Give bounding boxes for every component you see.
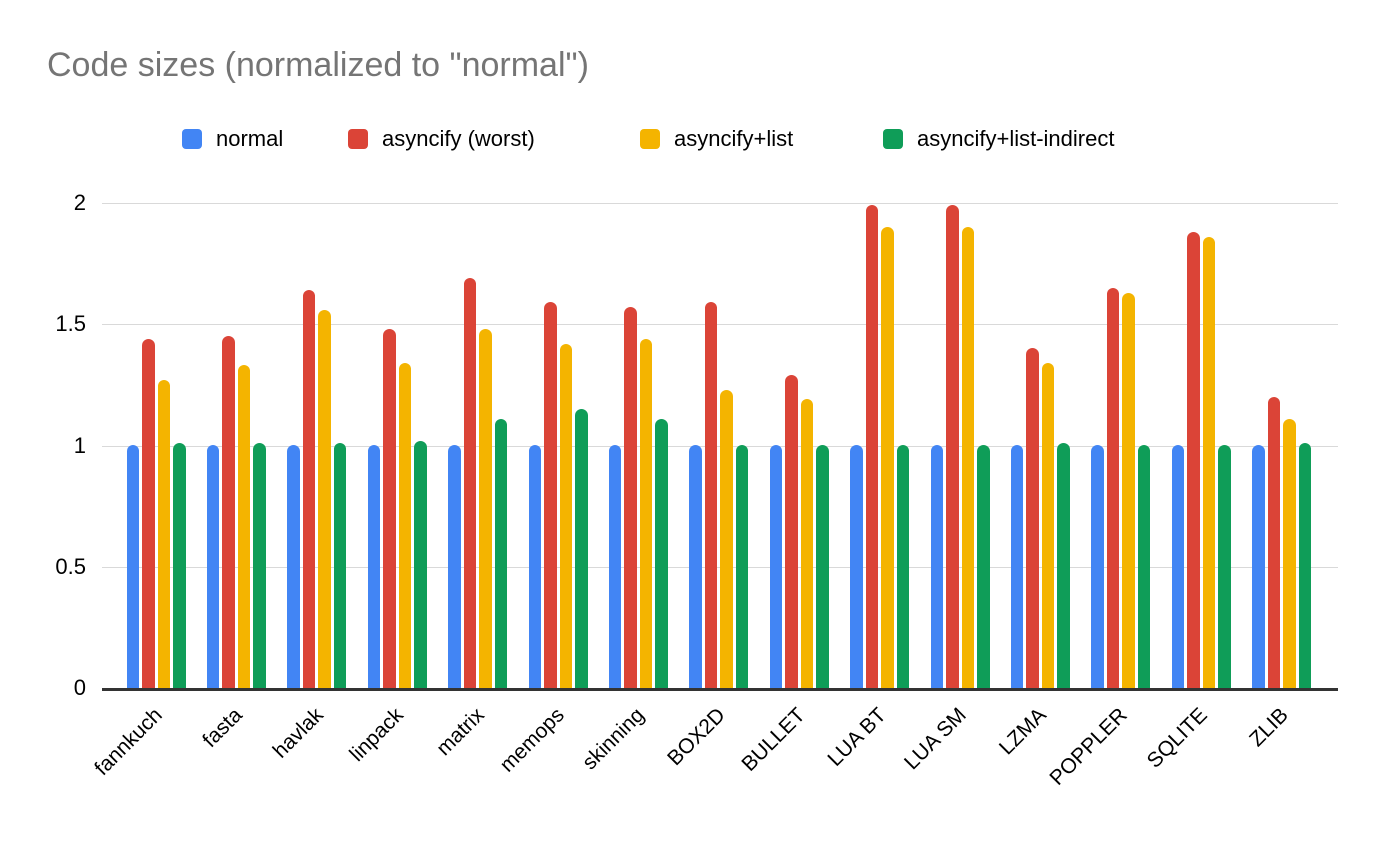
gridline [102, 567, 1338, 568]
y-axis-tick-label: 0 [73, 675, 86, 700]
bar-normal-fannkuch [126, 445, 139, 688]
bar-normal-zlib [1252, 445, 1265, 688]
bar-asyncify+list-havlak [318, 310, 331, 688]
bar-asyncify-worst--lua-bt [865, 205, 879, 688]
bar-asyncify+list-indirect-zlib [1298, 443, 1312, 688]
bar-asyncify+list-indirect-fasta [253, 443, 266, 688]
bar-asyncify+list-lua-sm [961, 227, 974, 688]
bar-normal-lua-sm [930, 445, 943, 688]
bar-normal-sqlite [1171, 445, 1185, 688]
legend-label: asyncify+list-indirect [917, 126, 1115, 151]
legend-swatch-icon [182, 129, 202, 149]
bar-asyncify-worst--poppler [1106, 288, 1120, 688]
bar-asyncify+list-indirect-fannkuch [173, 443, 186, 688]
bar-normal-havlak [287, 445, 300, 688]
legend-swatch-icon [640, 129, 660, 149]
bar-normal-bullet [769, 445, 783, 688]
bar-normal-lzma [1010, 445, 1024, 688]
bar-normal-matrix [448, 445, 461, 688]
bar-asyncify+list-indirect-bullet [816, 445, 829, 688]
legend-swatch-icon [883, 129, 903, 149]
bar-asyncify-worst--linpack [383, 329, 396, 688]
bar-asyncify+list-skinning [639, 339, 653, 688]
bar-asyncify+list-matrix [479, 329, 492, 688]
bar-asyncify+list-indirect-sqlite [1218, 445, 1231, 688]
bar-asyncify+list-linpack [398, 363, 412, 688]
bar-asyncify-worst--bullet [785, 375, 798, 688]
bar-asyncify+list-zlib [1283, 419, 1296, 688]
bar-asyncify+list-poppler [1122, 293, 1135, 688]
bar-asyncify+list-lua-bt [881, 227, 894, 688]
bar-asyncify+list-indirect-lua-sm [977, 445, 990, 688]
legend-item-3: asyncify+list-indirect [883, 126, 1114, 152]
bar-normal-memops [528, 445, 541, 688]
legend-swatch-icon [348, 129, 368, 149]
bar-asyncify+list-indirect-poppler [1137, 445, 1151, 688]
bar-asyncify+list-indirect-havlak [333, 443, 347, 688]
gridline [102, 324, 1338, 325]
chart-title: Code sizes (normalized to "normal") [47, 46, 589, 84]
bar-asyncify+list-fannkuch [157, 380, 170, 688]
bar-normal-box2d [689, 445, 702, 688]
gridline [102, 446, 1338, 447]
bar-asyncify-worst--fasta [222, 336, 235, 688]
bar-asyncify+list-indirect-linpack [414, 441, 427, 688]
bar-asyncify-worst--sqlite [1187, 232, 1200, 688]
legend-item-0: normal [182, 126, 283, 152]
legend-label: normal [216, 126, 284, 151]
bar-asyncify-worst--lua-sm [946, 205, 959, 688]
bar-normal-lua-bt [850, 445, 863, 688]
gridline [102, 203, 1338, 204]
y-axis-tick-label: 1 [73, 433, 86, 458]
legend-label: asyncify (worst) [382, 126, 535, 151]
bar-asyncify+list-indirect-matrix [494, 419, 508, 688]
bar-asyncify-worst--matrix [463, 278, 477, 688]
x-axis-baseline [102, 688, 1338, 691]
y-axis-tick-label: 0.5 [55, 554, 86, 579]
y-axis-tick-label: 1.5 [55, 311, 86, 336]
bar-asyncify+list-indirect-box2d [735, 445, 749, 688]
bar-asyncify-worst--havlak [302, 290, 316, 688]
bar-asyncify+list-bullet [800, 399, 814, 688]
bar-asyncify-worst--zlib [1267, 397, 1281, 688]
bar-normal-skinning [608, 445, 622, 688]
bar-asyncify+list-indirect-memops [575, 409, 588, 688]
bar-asyncify+list-sqlite [1202, 237, 1216, 688]
bar-asyncify-worst--box2d [704, 302, 718, 688]
bar-normal-fasta [206, 445, 220, 688]
bar-asyncify-worst--memops [544, 302, 557, 688]
bar-asyncify+list-indirect-lzma [1057, 443, 1070, 688]
legend-item-2: asyncify+list [640, 126, 793, 152]
legend-label: asyncify+list [674, 126, 794, 151]
bar-normal-linpack [367, 445, 381, 688]
bar-asyncify-worst--lzma [1026, 348, 1039, 688]
bar-normal-poppler [1091, 445, 1104, 688]
bar-asyncify-worst--fannkuch [142, 339, 155, 688]
legend-item-1: asyncify (worst) [348, 126, 535, 152]
bar-asyncify+list-indirect-lua-bt [896, 445, 910, 688]
bar-asyncify-worst--skinning [624, 307, 637, 688]
bar-asyncify+list-fasta [237, 365, 251, 688]
bar-asyncify+list-memops [559, 344, 572, 688]
bar-asyncify+list-indirect-skinning [655, 419, 668, 688]
y-axis-tick-label: 2 [73, 190, 86, 215]
bar-asyncify+list-lzma [1041, 363, 1055, 688]
bar-asyncify+list-box2d [720, 390, 733, 688]
